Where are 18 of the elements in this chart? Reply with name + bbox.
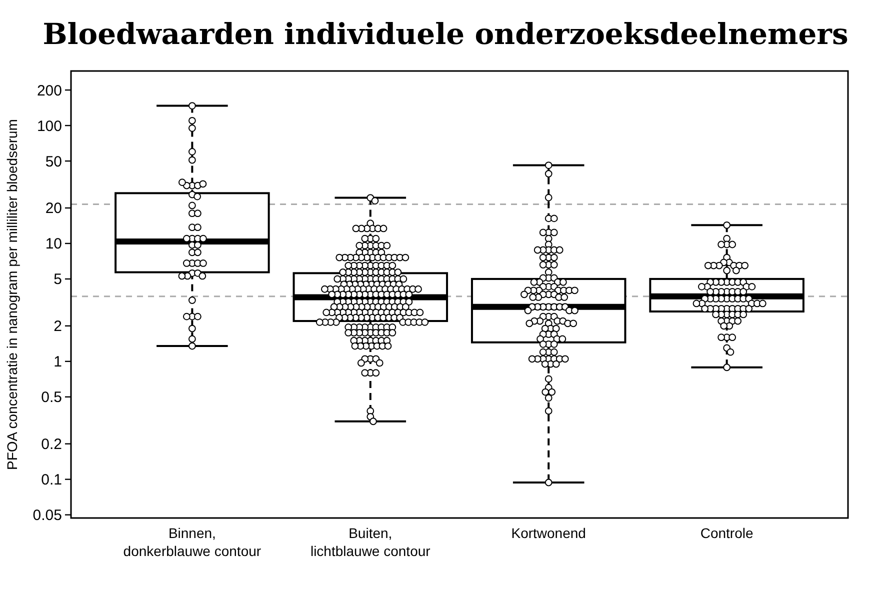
y-tick-label: 100 [36,118,62,135]
y-axis-title: PFOA concentratie in nanogram per milliliter bloedserum [4,119,20,470]
y-tick-label: 50 [45,153,62,170]
chart-title: Bloedwaarden individuele onderzoeksdeelnemers [42,17,848,51]
y-tick-label: 1 [54,354,62,371]
y-tick-label: 20 [45,200,62,218]
x-tick-label: Buiten, lichtblauwe contour [310,525,431,559]
y-tick-label: 0.1 [41,472,62,489]
y-tick-label: 5 [54,271,62,288]
y-tick-label: 200 [36,82,62,100]
y-tick-label: 2 [54,318,62,336]
y-tick-label: 10 [45,236,62,253]
x-tick-label: Binnen, donkerblauwe contour [123,525,262,559]
x-tick-label: Controle [700,525,754,541]
y-tick-label: 0.2 [41,436,62,454]
x-tick-label: Kortwonend [511,525,586,541]
y-tick-label: 0.5 [41,389,62,406]
y-tick-label: 0.05 [32,507,62,524]
